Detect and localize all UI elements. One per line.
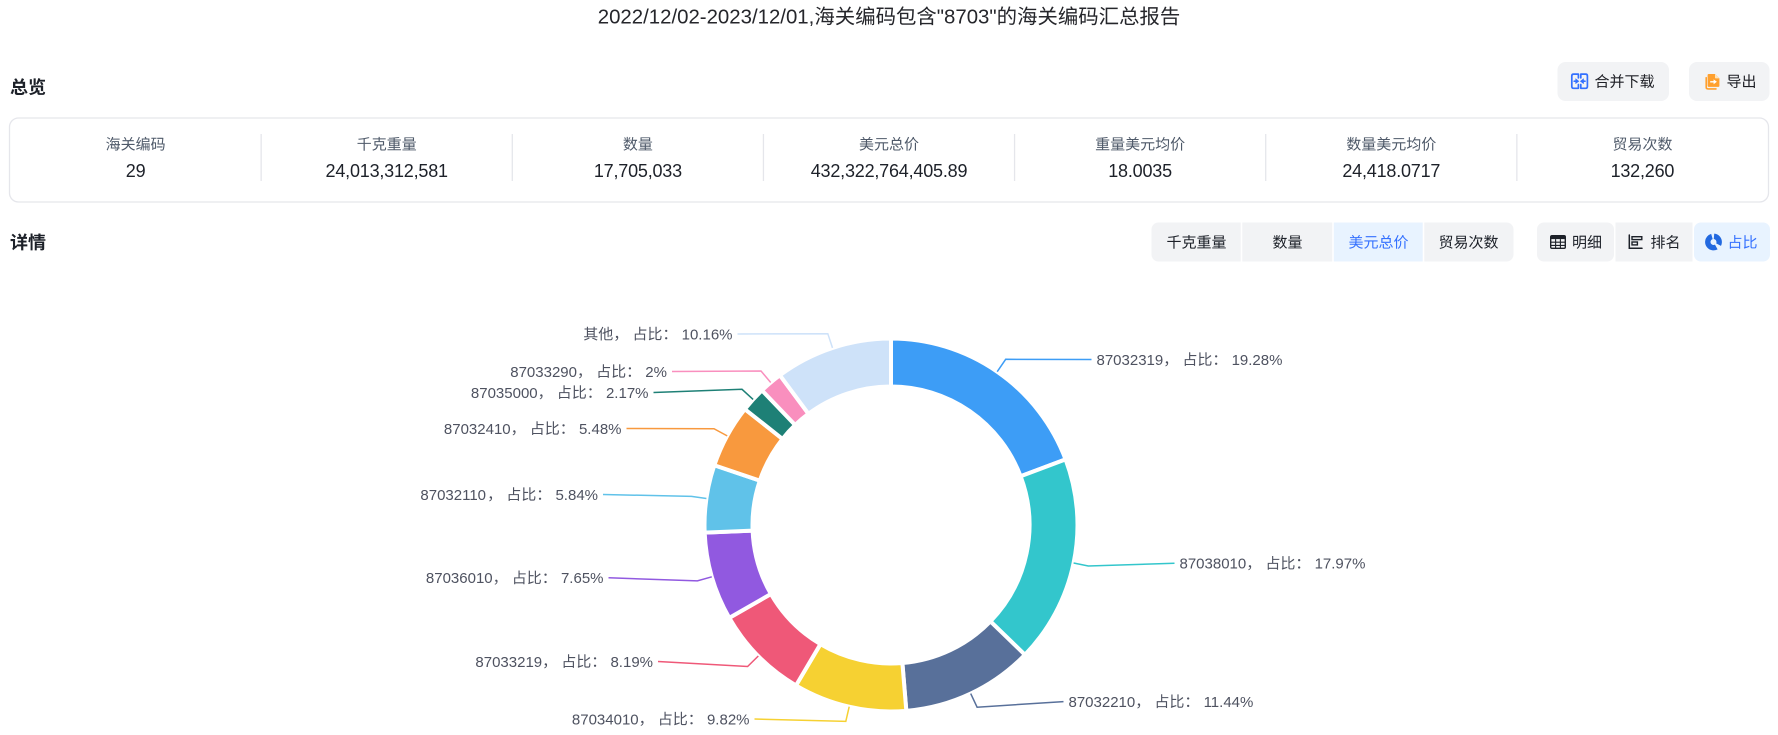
svg-text:87032410: 87032410 — [444, 421, 511, 438]
svg-text:5.48%: 5.48% — [575, 421, 622, 438]
svg-text:432,322,764,405.89: 432,322,764,405.89 — [811, 161, 968, 181]
svg-text:5.84%: 5.84% — [551, 487, 598, 504]
svg-text:132,260: 132,260 — [1611, 161, 1675, 181]
svg-text:87032110: 87032110 — [420, 487, 486, 504]
svg-text:9.82%: 9.82% — [703, 711, 750, 728]
svg-text:17,705,033: 17,705,033 — [594, 161, 682, 181]
svg-text:24,418.0717: 24,418.0717 — [1342, 161, 1440, 181]
svg-text:2.17%: 2.17% — [602, 385, 649, 402]
svg-text:87032210: 87032210 — [1069, 694, 1136, 711]
svg-text:2%: 2% — [641, 364, 667, 381]
svg-text:18.0035: 18.0035 — [1108, 161, 1172, 181]
svg-text:24,013,312,581: 24,013,312,581 — [326, 161, 449, 181]
svg-text:87038010: 87038010 — [1180, 556, 1247, 573]
svg-text:87033219: 87033219 — [475, 654, 542, 671]
svg-text:87033290: 87033290 — [510, 364, 577, 381]
svg-text:17.97%: 17.97% — [1310, 556, 1365, 573]
svg-text:19.28%: 19.28% — [1227, 352, 1282, 369]
svg-text:"8703": "8703" — [937, 7, 997, 29]
svg-text:7.65%: 7.65% — [557, 570, 604, 587]
svg-text:87035000: 87035000 — [471, 385, 538, 402]
svg-text:87036010: 87036010 — [426, 570, 493, 587]
svg-text:10.16%: 10.16% — [677, 326, 732, 343]
svg-text:29: 29 — [126, 161, 146, 181]
svg-text:2022/12/02-2023/12/01,: 2022/12/02-2023/12/01, — [598, 7, 815, 29]
svg-text:11.44%: 11.44% — [1199, 694, 1253, 711]
svg-text:87032319: 87032319 — [1097, 352, 1164, 369]
svg-text:87034010: 87034010 — [572, 711, 639, 728]
svg-text:8.19%: 8.19% — [606, 654, 653, 671]
